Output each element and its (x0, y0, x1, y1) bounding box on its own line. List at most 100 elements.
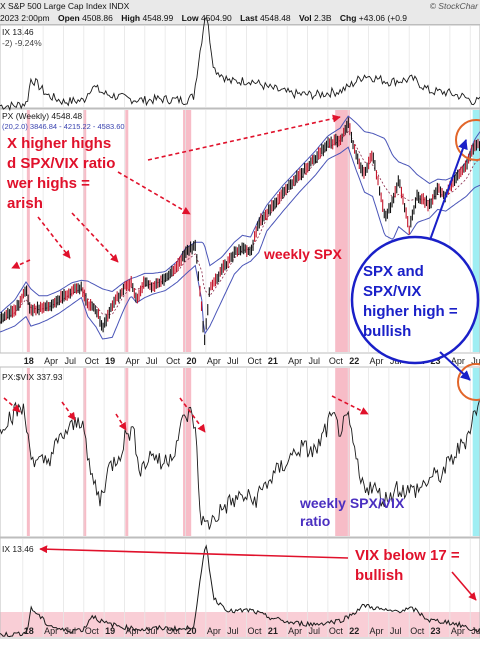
annotation-vix-below-2: bullish (355, 567, 403, 584)
vix-top-sub: -2) -9.24% (2, 38, 42, 48)
spx-legend: PX (Weekly) 4548.48 (2, 111, 82, 121)
x-axis-label-5: Apr (125, 356, 139, 366)
x-axis-label-11: Oct (248, 356, 263, 366)
arrow-spx-5 (147, 114, 341, 161)
x-axis-label-13: Apr (288, 626, 302, 636)
arrow-vix-right (451, 571, 477, 601)
x-axis-label-9: Apr (207, 356, 221, 366)
high-label: High (121, 13, 141, 23)
arrow-bubble-up (429, 139, 468, 241)
x-axis-label-2: Jul (64, 356, 76, 366)
last-label: Last (240, 13, 258, 23)
orange-circle-ratio (457, 363, 480, 401)
vix-top-legend: IX 13.46 (2, 27, 34, 37)
x-axis-label-11: Oct (248, 626, 263, 636)
highlight-bands (0, 110, 480, 637)
annotation-spx-higher-3: wer highs = (6, 175, 90, 192)
bubble-line-2: SPX/VIX (363, 283, 421, 300)
spx-bb-legend: (20,2.0) 3846.84 - 4215.22 - 4583.60 (2, 122, 125, 131)
chg-value: +43.06 (+0.9 (358, 13, 408, 23)
highlight-band-5-0 (472, 110, 480, 352)
arrow-ratio-4 (179, 397, 206, 433)
x-axis-label-1: Apr (44, 626, 58, 636)
x-axis-label-3: Oct (85, 356, 100, 366)
arrow-spx-3 (71, 212, 119, 263)
gridlines (22, 26, 471, 637)
highlight-band-3-1 (183, 368, 192, 536)
annotation-spx-higher-1: X higher highs (7, 135, 111, 152)
orange-circle-spx (455, 119, 480, 161)
highlight-band-2-1 (125, 368, 129, 536)
x-axis-label-15: Oct (329, 626, 344, 636)
x-axis-label-20: 23 (431, 356, 441, 366)
x-axis-label-6: Jul (146, 626, 158, 636)
highlight-band-2-0 (125, 110, 129, 352)
header-exchange: INDX (109, 1, 130, 11)
annotation-vix-below-1: VIX below 17 = (355, 547, 460, 564)
highlight-band-0-1 (26, 368, 30, 536)
x-axis-label-8: 20 (186, 356, 196, 366)
low-label: Low (181, 13, 199, 23)
x-axis-label-8: 20 (186, 626, 196, 636)
x-axis-label-14: Jul (309, 356, 321, 366)
vix-bottom-series (0, 544, 480, 638)
open-value: 4508.86 (82, 13, 113, 23)
x-axis-label-6: Jul (146, 356, 158, 366)
highlight-band-4-0 (335, 110, 350, 352)
x-axis-label-22: Jul (471, 356, 480, 366)
ratio-legend: PX:$VIX 337.93 (2, 372, 63, 382)
header-date: 2023 2:00pm (0, 13, 50, 23)
arrow-ratio-2 (61, 401, 76, 421)
bubble-line-3: higher high = (363, 303, 458, 320)
bubble-line-4: bullish (363, 323, 411, 340)
annotation-weekly-ratio-2: ratio (300, 513, 330, 529)
x-axis-label-10: Jul (227, 626, 239, 636)
arrow-bubble-down (439, 351, 471, 381)
spx-panel-frame (0, 108, 480, 354)
arrow-ratio-3 (115, 413, 127, 431)
bubble-circle (350, 235, 480, 365)
bollinger-lower (0, 146, 480, 340)
vix-top-panel-frame (0, 24, 480, 109)
header-title: S&P 500 Large Cap Index (8, 1, 107, 11)
x-axis-label-15: Oct (329, 356, 344, 366)
x-axis-label-17: Apr (370, 356, 384, 366)
vol-label: Vol (299, 13, 312, 23)
vix-bottom-legend: IX 13.46 (2, 544, 34, 554)
arrow-ratio-1 (3, 397, 21, 413)
vix-below-17-zone (0, 612, 480, 637)
x-axis-label-4: 19 (105, 626, 115, 636)
vix-bottom-panel-frame (0, 537, 480, 639)
stockcharts-brand: © StockChar (429, 1, 478, 11)
ratio-series (0, 399, 480, 530)
header-row-2: 2023 2:00pm Open 4508.86 High 4548.99 Lo… (0, 13, 407, 23)
header-row-1: X S&P 500 Large Cap Index INDX (0, 1, 129, 11)
x-axis-label-20: 23 (431, 626, 441, 636)
spx-series (0, 115, 480, 346)
x-axis-label-1: Apr (44, 356, 58, 366)
chart-header: X S&P 500 Large Cap Index INDX © StockCh… (0, 0, 480, 25)
bollinger-upper (0, 115, 480, 314)
highlight-band-4-1 (335, 368, 350, 536)
highlight-band-0-0 (26, 110, 30, 352)
x-axis-label-10: Jul (227, 356, 239, 366)
x-axis-label-7: Oct (166, 356, 181, 366)
x-axis-label-5: Apr (125, 626, 139, 636)
annotation-weekly-spx: weekly SPX (263, 246, 342, 262)
x-axis-label-16: 22 (349, 626, 359, 636)
header-title-prefix: X (0, 1, 6, 11)
x-axis-label-0: 18 (24, 626, 34, 636)
x-axis-label-19: Oct (410, 626, 425, 636)
ratio-panel-frame (0, 366, 480, 538)
last-value: 4548.48 (259, 13, 291, 23)
highlight-band-1-0 (82, 110, 87, 352)
x-axis-label-21: Apr (451, 356, 465, 366)
x-axis-label-3: Oct (85, 626, 100, 636)
x-axis-label-16: 22 (349, 356, 359, 366)
vix-top-series (0, 17, 480, 112)
x-axis-label-22: Jul (471, 626, 480, 636)
highlight-band-1-1 (82, 368, 87, 536)
vix-bottom-line (0, 544, 480, 638)
x-axis-label-0: 18 (24, 356, 34, 366)
x-axis-label-4: 19 (105, 356, 115, 366)
